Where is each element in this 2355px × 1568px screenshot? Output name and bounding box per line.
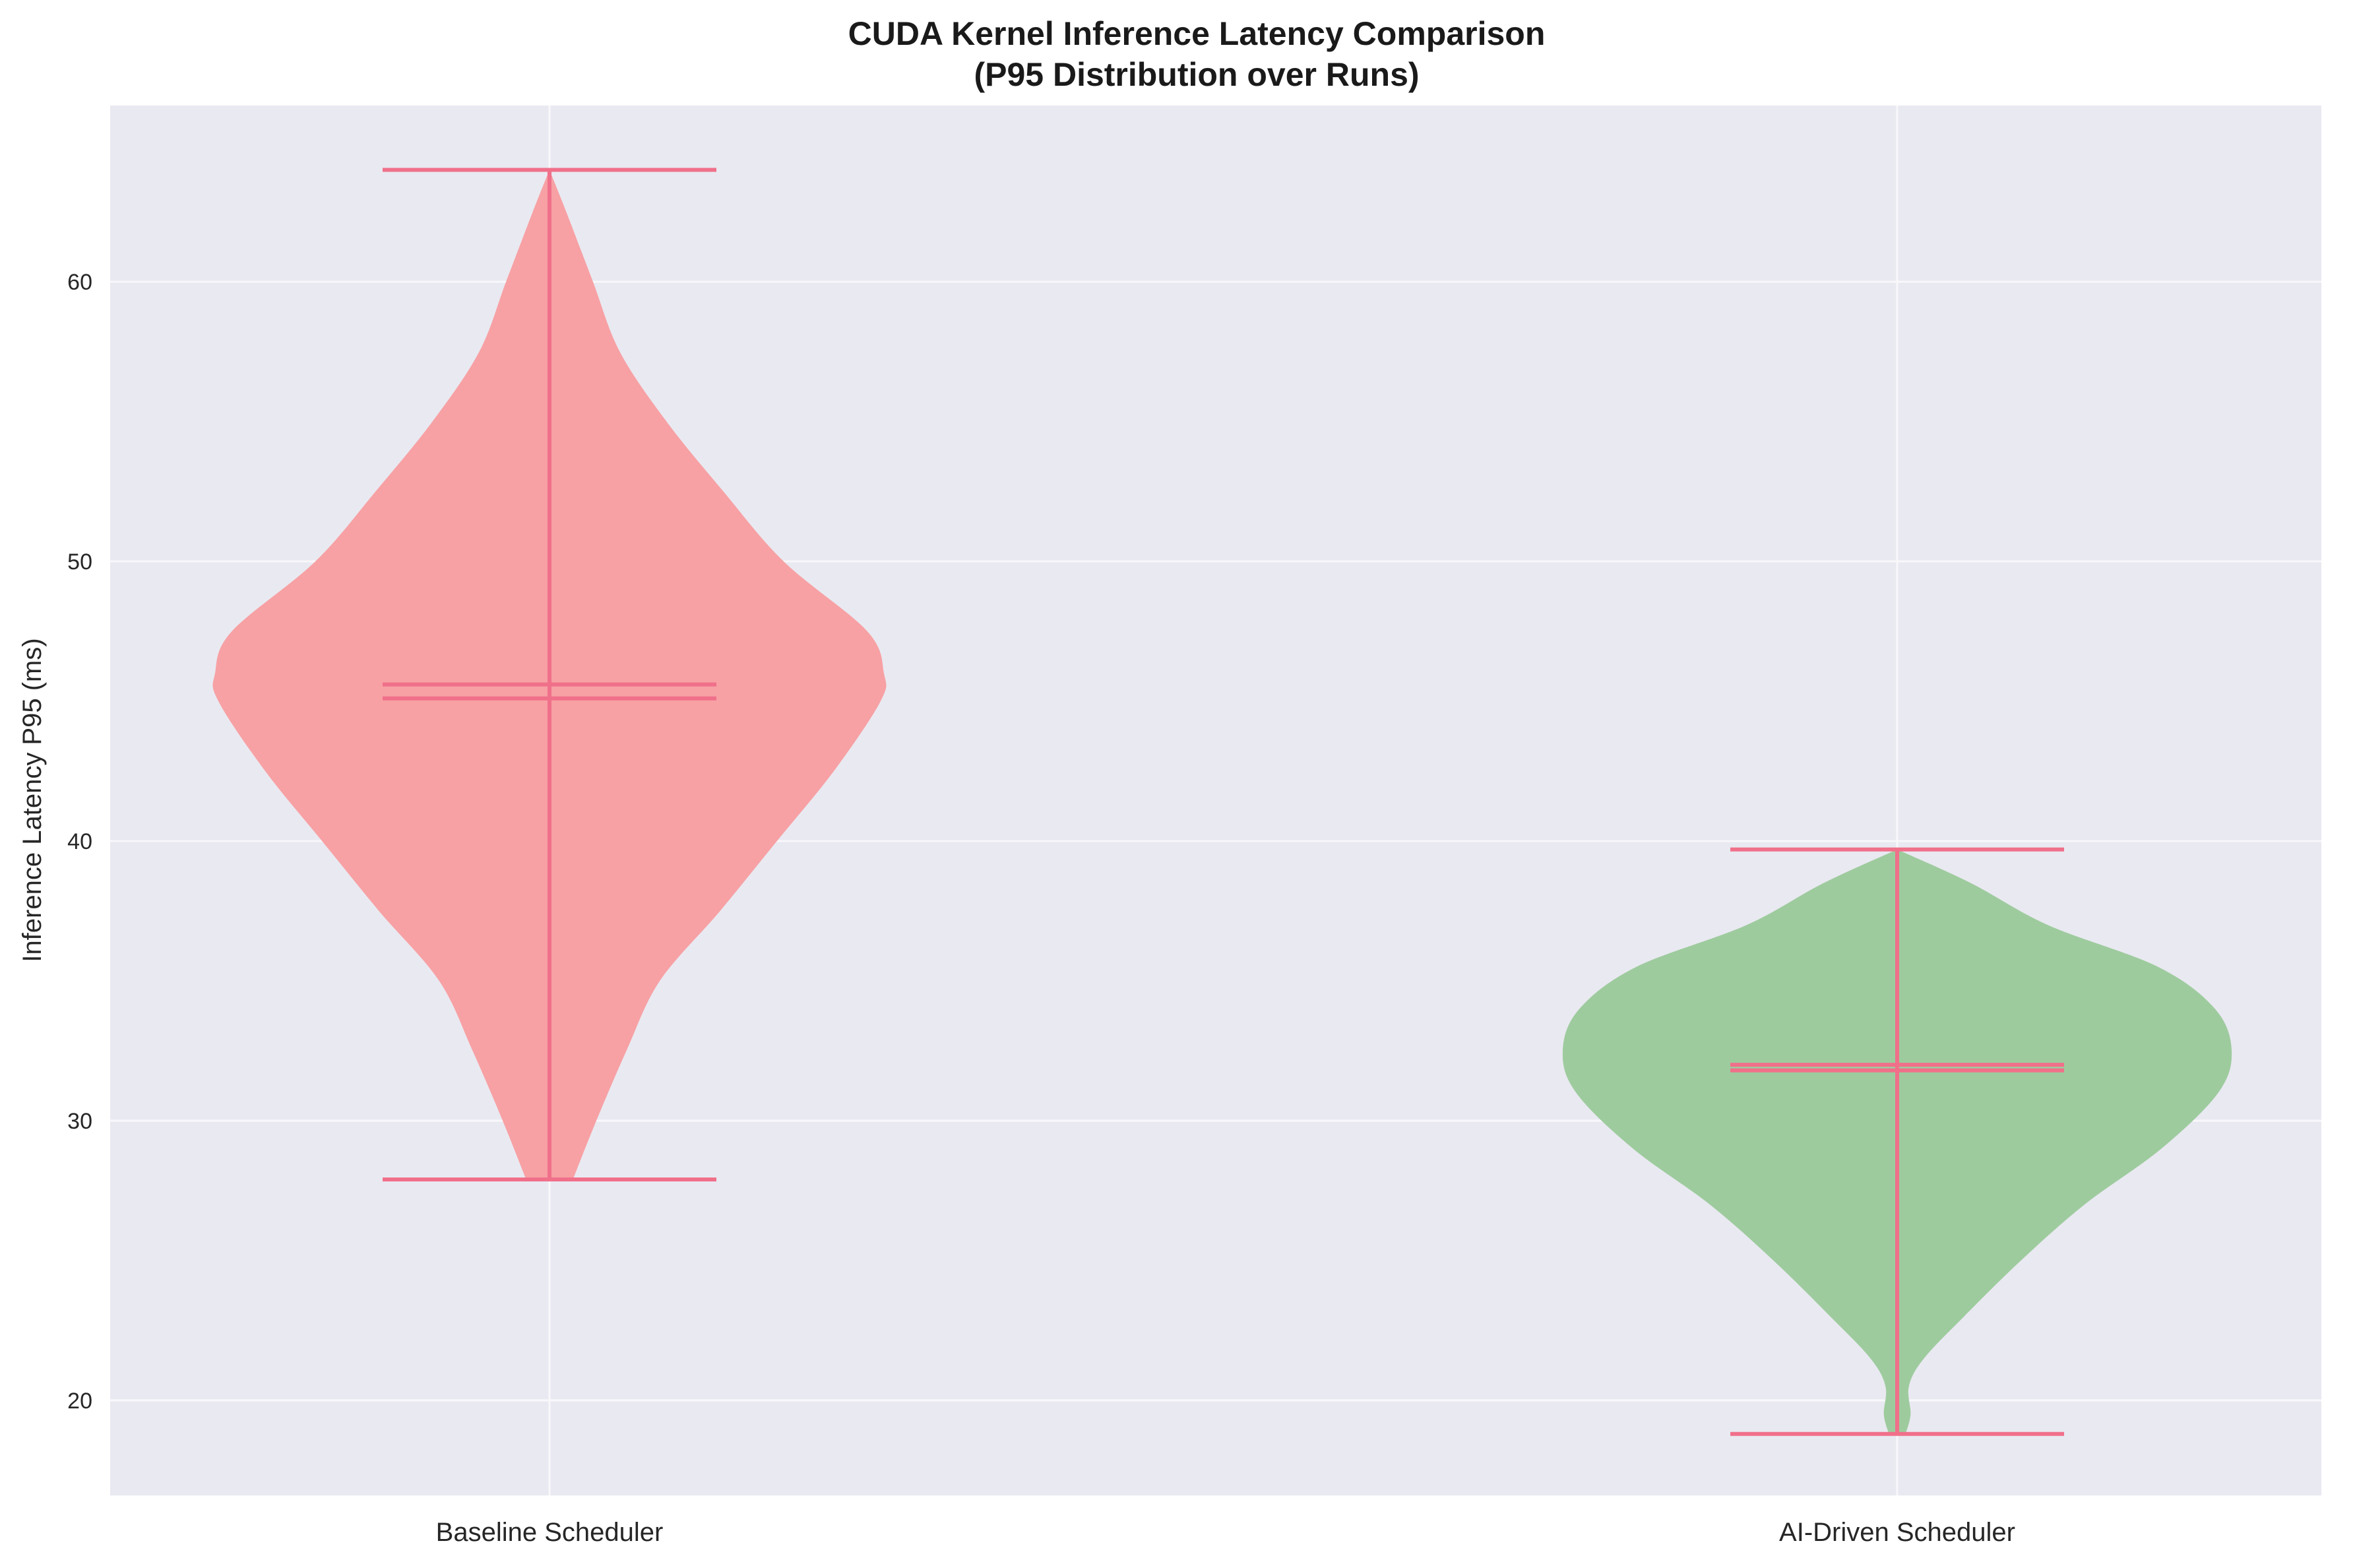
x-tick-label-baseline-scheduler: Baseline Scheduler <box>436 1518 664 1547</box>
tick-labels: 20 30 40 50 60 Baseline Scheduler AI-Driven Sc… <box>67 270 2015 1547</box>
chart-title-line-1: CUDA Kernel Inference Latency Comparison <box>848 15 1546 52</box>
y-tick-label-60: 60 <box>67 270 92 295</box>
x-tick-label-ai-driven-scheduler: AI-Driven Scheduler <box>1779 1518 2015 1547</box>
y-tick-label-30: 30 <box>67 1109 92 1134</box>
y-tick-label-50: 50 <box>67 549 92 575</box>
violins <box>212 168 2232 1436</box>
y-axis-label: Inference Latency P95 (ms) <box>18 638 47 962</box>
chart-title-line-2: (P95 Distribution over Runs) <box>974 56 1419 93</box>
y-tick-label-20: 20 <box>67 1389 92 1414</box>
y-tick-label-40: 40 <box>67 829 92 854</box>
